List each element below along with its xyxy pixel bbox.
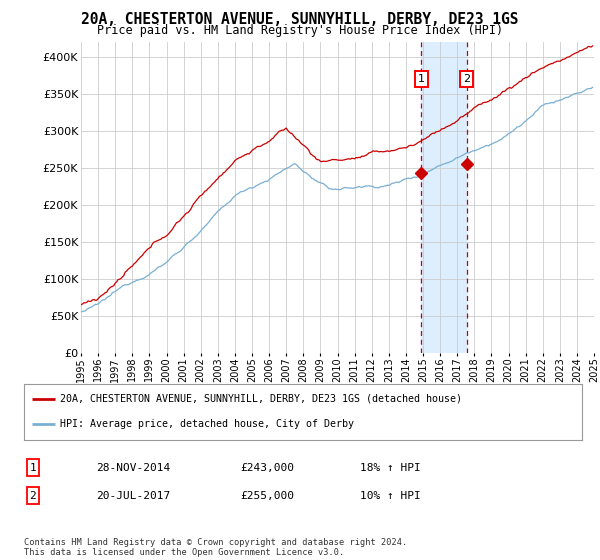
Text: 20A, CHESTERTON AVENUE, SUNNYHILL, DERBY, DE23 1GS (detached house): 20A, CHESTERTON AVENUE, SUNNYHILL, DERBY… (60, 394, 462, 404)
Text: HPI: Average price, detached house, City of Derby: HPI: Average price, detached house, City… (60, 419, 354, 430)
Text: 2: 2 (29, 491, 37, 501)
Bar (421, 42, 467, 353)
Text: 10% ↑ HPI: 10% ↑ HPI (360, 491, 421, 501)
Text: 2: 2 (463, 74, 470, 84)
Text: Price paid vs. HM Land Registry's House Price Index (HPI): Price paid vs. HM Land Registry's House … (97, 24, 503, 36)
Text: 1: 1 (29, 463, 37, 473)
Text: Contains HM Land Registry data © Crown copyright and database right 2024.
This d: Contains HM Land Registry data © Crown c… (24, 538, 407, 557)
Text: 18% ↑ HPI: 18% ↑ HPI (360, 463, 421, 473)
Text: 20-JUL-2017: 20-JUL-2017 (96, 491, 170, 501)
Text: 20A, CHESTERTON AVENUE, SUNNYHILL, DERBY, DE23 1GS: 20A, CHESTERTON AVENUE, SUNNYHILL, DERBY… (81, 12, 519, 27)
Text: £243,000: £243,000 (240, 463, 294, 473)
Text: £255,000: £255,000 (240, 491, 294, 501)
Text: 1: 1 (418, 74, 425, 84)
Text: 28-NOV-2014: 28-NOV-2014 (96, 463, 170, 473)
